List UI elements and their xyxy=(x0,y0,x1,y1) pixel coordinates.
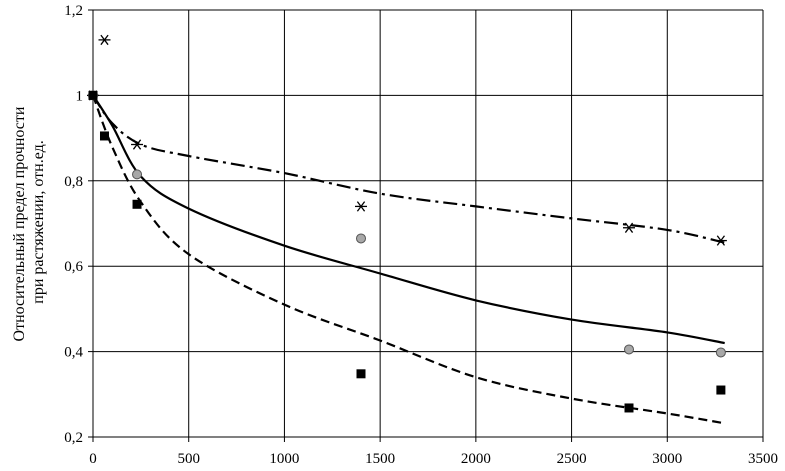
data-point-square xyxy=(99,131,109,141)
trendline-dash-dot xyxy=(92,94,725,244)
axes xyxy=(88,9,764,442)
x-tick-label: 3000 xyxy=(652,451,682,467)
tick-labels: 0 500 1000 1500 2000 2500 3000 3500 0,2 0,4 0,6 0,8… xyxy=(64,3,778,467)
x-tick-label: 500 xyxy=(177,451,200,467)
y-axis-label: Относительный предел прочности при растя… xyxy=(11,103,47,342)
grid xyxy=(93,9,764,437)
x-tick-label: 3500 xyxy=(748,451,778,467)
x-tick-label: 2000 xyxy=(461,451,491,467)
asterisk-stroke xyxy=(716,235,726,246)
asterisk-stroke xyxy=(624,222,634,233)
asterisk-stroke xyxy=(132,139,142,150)
trendline-dashed xyxy=(91,95,725,425)
x-tick-label: 2500 xyxy=(557,451,587,467)
y-tick-label: 0,6 xyxy=(64,259,83,275)
y-axis-label-line-2: при растяжении, отн.ед. xyxy=(30,140,47,303)
x-tick-label: 0 xyxy=(89,451,97,467)
data-point-asterisk xyxy=(623,222,635,233)
y-tick-label: 1 xyxy=(76,88,84,104)
data-point-circle xyxy=(132,169,143,180)
data-point-circle xyxy=(624,344,634,355)
x-tick-label: 1000 xyxy=(269,451,299,467)
data-point-asterisk xyxy=(98,34,111,46)
trendline-solid xyxy=(92,94,725,345)
data-point-asterisk xyxy=(131,139,144,150)
y-tick-label: 0,2 xyxy=(64,430,83,446)
data-points xyxy=(87,34,727,413)
data-point-square xyxy=(356,369,366,379)
asterisk-stroke xyxy=(100,34,109,46)
data-point-asterisk xyxy=(355,201,367,212)
y-tick-label: 0,8 xyxy=(64,174,83,190)
data-point-square xyxy=(716,385,726,395)
data-point-asterisk xyxy=(714,235,727,246)
trendlines xyxy=(91,94,725,425)
data-point-circle xyxy=(356,233,366,244)
asterisk-stroke xyxy=(356,201,366,212)
x-tick-label: 1500 xyxy=(365,451,395,467)
data-point-square xyxy=(88,90,98,100)
data-point-square xyxy=(624,403,634,413)
y-tick-label: 1,2 xyxy=(64,3,83,19)
data-point-square xyxy=(132,199,142,209)
data-point-circle xyxy=(715,347,726,358)
y-axis-label-line-1: Относительный предел прочности xyxy=(11,106,28,341)
y-tick-label: 0,4 xyxy=(64,345,83,361)
